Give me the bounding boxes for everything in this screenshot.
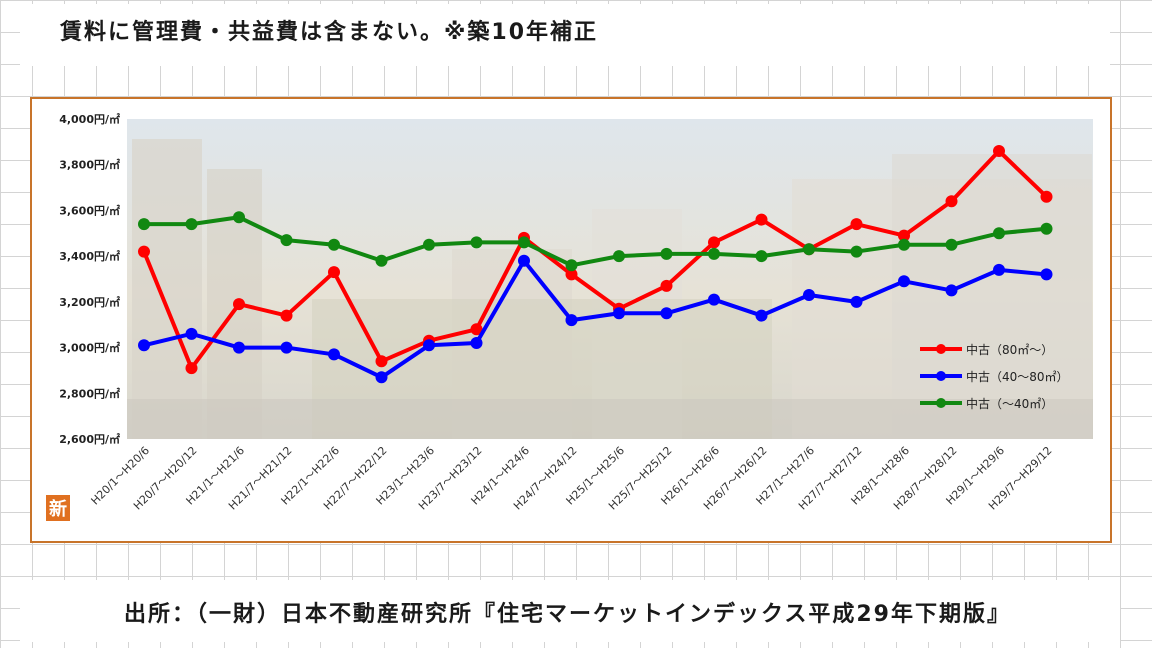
data-point [185,362,198,375]
data-point [755,250,768,263]
series-layer [138,145,1053,384]
data-point [993,227,1005,240]
y-tick-label: 2,800円/㎡ [59,386,120,400]
data-point [945,195,958,208]
data-point [898,275,910,288]
data-point [423,339,435,352]
badge-background [46,495,70,521]
data-point [565,268,578,281]
data-point [470,236,483,249]
data-point [660,279,673,292]
data-point [233,211,245,224]
data-point [708,293,720,306]
y-tick-label: 3,400円/㎡ [59,249,120,263]
series-3 [138,211,1053,272]
data-point [375,371,388,384]
data-point [518,236,530,249]
series-2 [138,254,1053,384]
data-point [755,213,768,226]
data-point [328,266,340,279]
data-point [708,247,720,260]
legend-label: 中古（80㎡～） [966,342,1053,357]
series-line [142,149,1048,371]
data-point [518,254,530,267]
data-point [613,250,625,263]
data-point [1040,190,1053,203]
chart-frame: 2,600円/㎡ 2,800円/㎡ 3,000円/㎡ 3,200円/㎡ 3,400円/㎡… [30,97,1112,543]
source-caption: 出所：（一財）日本不動産研究所『住宅マーケットインデックス平成29年下期版』 [124,602,1011,627]
data-point [280,234,293,247]
footer-band [20,580,1120,642]
data-point [945,284,958,297]
data-point [375,355,388,368]
data-point [138,218,150,231]
data-point [850,245,863,258]
data-point [423,238,435,251]
line-chart: 2,600円/㎡ 2,800円/㎡ 3,000円/㎡ 3,200円/㎡ 3,400円/㎡… [46,112,1093,521]
data-point [233,341,245,354]
y-tick-label: 3,200円/㎡ [59,295,120,309]
y-axis: 2,600円/㎡ 2,800円/㎡ 3,000円/㎡ 3,200円/㎡ 3,400円/㎡… [59,112,120,446]
data-point [850,295,863,308]
data-point [280,309,293,322]
legend-label: 中古（40～80㎡） [966,369,1069,384]
data-point [185,327,198,340]
legend-label: 中古（～40㎡） [966,396,1053,411]
data-point [1040,222,1053,235]
data-point [470,337,483,349]
data-point [280,341,293,354]
data-point [993,145,1005,157]
legend-swatch-point [936,344,946,354]
y-tick-label: 3,600円/㎡ [59,203,120,217]
series-line [144,215,1047,268]
data-point [565,314,578,327]
data-point [993,263,1005,276]
plot-background [127,119,1093,439]
y-tick-label: 2,600円/㎡ [59,432,120,446]
new-badge: 新 [46,495,70,521]
badge-text: 新 [49,498,67,520]
data-point [945,238,958,251]
data-point [898,238,910,251]
data-point [850,218,863,231]
data-point [1040,268,1053,281]
page-note: 賃料に管理費・共益費は含まない。※築10年補正 [60,20,599,45]
y-tick-label: 4,000円/㎡ [59,112,120,126]
legend-swatch-point [936,398,946,408]
series-1 [138,145,1053,375]
data-point [328,348,340,361]
data-point [803,289,815,301]
data-point [565,259,578,272]
x-axis: H20/1～H20/6H20/7～H20/12H21/1～H21/6H21/7～… [89,444,1055,513]
y-tick-label: 3,800円/㎡ [59,158,120,172]
legend-swatch-point [936,371,946,381]
data-point [470,323,483,336]
data-point [233,298,245,311]
series-line [143,258,1047,380]
data-point [138,245,150,258]
data-point [660,307,673,320]
data-point [138,339,150,352]
data-point [803,243,815,256]
y-tick-label: 3,000円/㎡ [59,341,120,355]
data-point [185,218,198,231]
data-point [613,307,625,320]
data-point [755,309,768,322]
header-band [20,4,1110,66]
data-point [898,229,910,242]
legend: 中古（80㎡～） 中古（40～80㎡） 中古（～40㎡） [920,342,1069,411]
data-point [708,236,720,249]
data-point [328,238,340,251]
data-point [660,247,673,260]
data-point [375,254,388,267]
